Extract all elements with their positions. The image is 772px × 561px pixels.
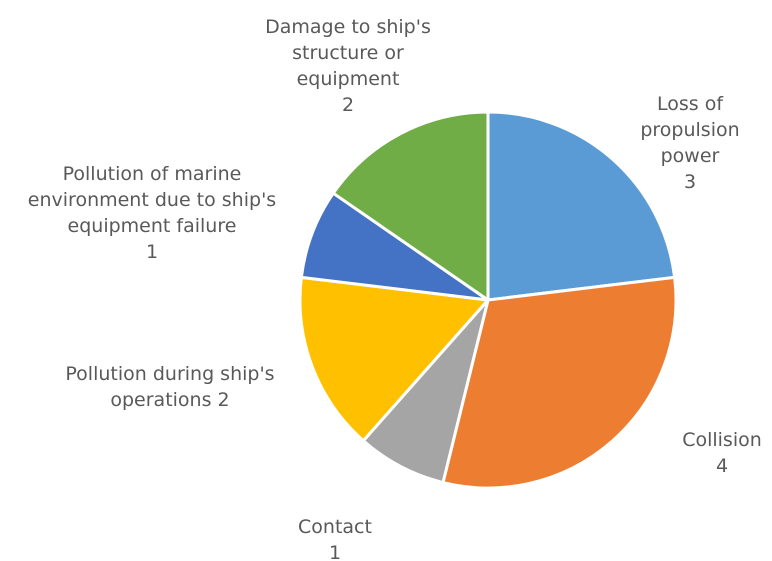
data-label-line: operations 2 xyxy=(110,389,229,411)
data-label-line: power xyxy=(661,145,720,167)
data-label-damage-to-ship-s-structure-or-equipment: Damage to ship's structure or equipment 2 xyxy=(265,16,431,116)
pie-slices xyxy=(298,110,678,490)
data-label-pollution-during-ship-s-operations: Pollution during ship's operations 2 xyxy=(65,363,274,411)
data-label-line: 3 xyxy=(684,171,696,193)
data-label-contact: Contact 1 xyxy=(298,516,372,561)
data-label-line: Damage to ship's xyxy=(265,16,431,38)
data-label-line: equipment xyxy=(297,68,400,90)
data-label-line: Pollution of marine xyxy=(63,163,242,185)
data-label-line: equipment failure xyxy=(68,215,237,237)
data-label-line: Contact xyxy=(298,516,372,538)
data-label-line: Pollution during ship's xyxy=(65,363,274,385)
pie-data-labels: Loss of propulsion power 3 Collision 4 Contact… xyxy=(28,16,762,561)
data-label-line: structure or xyxy=(292,42,404,64)
data-label-loss-of-propulsion-power: Loss of propulsion power 3 xyxy=(640,93,739,193)
data-label-line: Collision xyxy=(682,429,762,451)
data-label-collision: Collision 4 xyxy=(682,429,762,477)
data-label-line: 2 xyxy=(342,94,354,116)
pie-slice-collision xyxy=(441,275,678,490)
data-label-pollution-of-marine-environment-due-to-ship-s-equipment-failure: Pollution of marine environment due to sh… xyxy=(28,163,276,263)
pie-slice-pollution-during-ship-s-operations xyxy=(298,275,490,443)
pie-slice-loss-of-propulsion-power xyxy=(486,110,677,302)
data-label-line: environment due to ship's xyxy=(28,189,276,211)
data-label-line: propulsion xyxy=(640,119,739,141)
pie-slice-damage-to-ship-s-structure-or-equipment xyxy=(331,110,490,302)
data-label-line: 1 xyxy=(329,542,341,561)
data-label-line: 1 xyxy=(146,241,158,263)
data-label-line: 4 xyxy=(716,455,728,477)
data-label-line: Loss of xyxy=(657,93,724,115)
